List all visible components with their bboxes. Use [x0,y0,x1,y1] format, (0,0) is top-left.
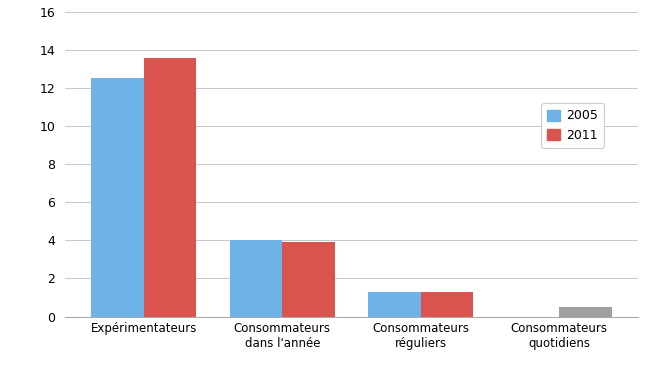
Bar [144,58,197,317]
Bar [91,78,144,317]
Bar [283,242,335,317]
Bar [421,292,473,317]
Bar [368,292,421,317]
Bar [230,240,283,317]
Legend: 2005, 2011: 2005, 2011 [541,103,604,148]
Bar [559,307,612,317]
